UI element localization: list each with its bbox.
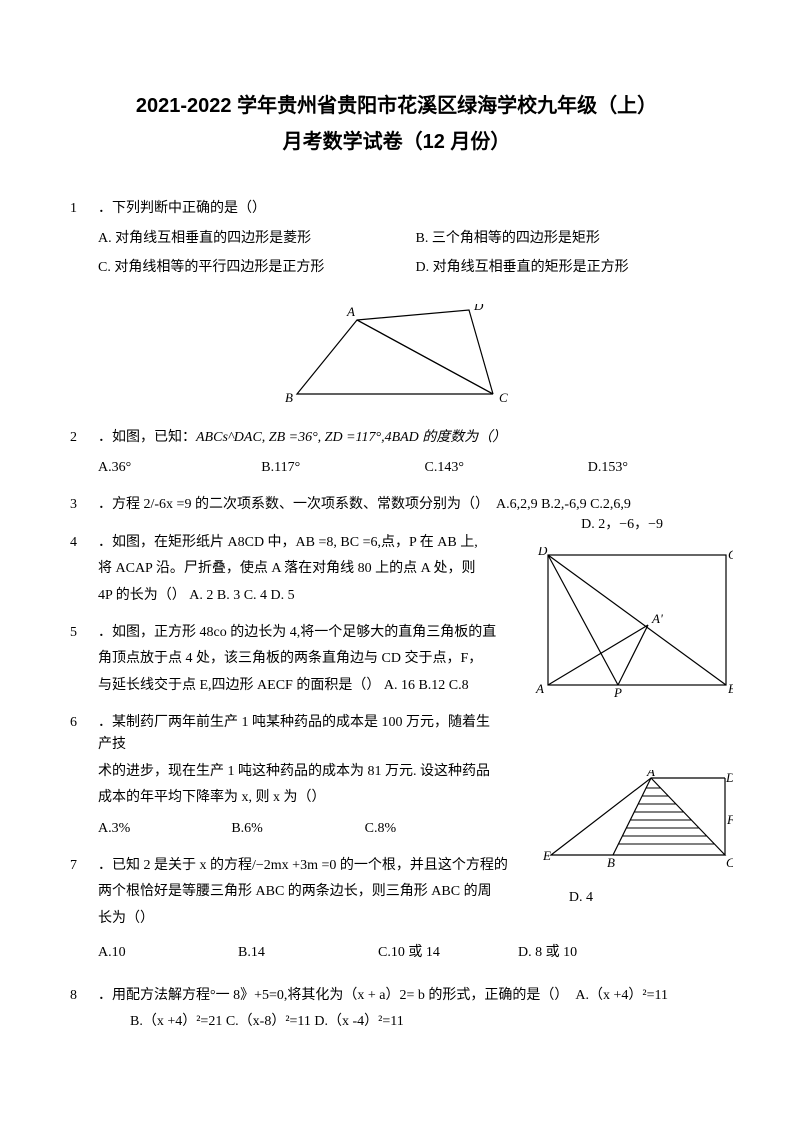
svg-text:D: D — [473, 304, 484, 313]
q8-opt-a: A.（x +4）²=11 — [575, 988, 668, 1003]
q3-num: 3 — [70, 494, 98, 516]
svg-text:A': A' — [651, 611, 663, 626]
q2-stem-mid: ABCs^DAC, ZB =36°, ZD =117°,4BAD 的度数为（） — [196, 430, 506, 445]
question-7: 7 ．已知 2 是关于 x 的方程/−2mx +3m =0 的一个根，并且这个方… — [70, 855, 510, 965]
svg-text:E: E — [543, 848, 551, 863]
title-line1: 2021-2022 学年贵州省贵阳市花溪区绿海学校九年级（上） — [70, 90, 723, 122]
q8-stem: ．用配方法解方程°一 8》+5=0,将其化为（x + a）2= b 的形式，正确… — [98, 985, 723, 1007]
q1-stem: ．下列判断中正确的是（） — [98, 198, 723, 220]
q5-figure: D C B A A' P — [518, 547, 733, 697]
q2-figure-wrap: A B C D — [70, 304, 723, 422]
q3-opt-a: A.6,2,9 — [496, 497, 538, 512]
q7-figure: A D E B C F — [543, 770, 733, 870]
svg-text:A: A — [646, 770, 655, 779]
q7-num: 7 — [70, 855, 98, 877]
q5-line2: 角顶点放于点 4 处，该三角板的两条直角边与 CD 交于点，F， — [98, 648, 500, 670]
q8-num: 8 — [70, 985, 98, 1007]
q7-line3: 长为（） — [98, 908, 510, 930]
question-4: 4 ．如图，在矩形纸片 A8CD 中，AB =8, BC =6,点，P 在 AB… — [70, 532, 490, 607]
q5-stem: ．如图，正方形 48co 的边长为 4,将一个足够大的直角三角板的直 — [98, 622, 500, 644]
svg-text:C: C — [728, 547, 733, 562]
q1-num: 1 — [70, 198, 98, 220]
q6-opt-a: A.3% — [98, 818, 231, 840]
question-8: 8 ．用配方法解方程°一 8》+5=0,将其化为（x + a）2= b 的形式，… — [70, 985, 723, 1034]
q5-line3: 与延长线交于点 E,四边形 AECF 的面积是（） A. 16 B.12 C.8 — [98, 675, 500, 697]
q6-line3: 成本的年平均下降率为 x, 则 x 为（） — [98, 787, 500, 809]
q4-num: 4 — [70, 532, 98, 554]
q2-opt-a: A.36° — [98, 457, 261, 479]
q2-stem: ．如图，已知：ABCs^DAC, ZB =36°, ZD =117°,4BAD … — [98, 427, 723, 449]
q1-opt-a: A. 对角线互相垂直的四边形是菱形 — [98, 228, 406, 250]
q6-opt-d: D. 4 — [569, 887, 593, 909]
q3-stem-text: ．方程 2/-6x =9 的二次项系数、一次项系数、常数项分别为（） — [98, 497, 489, 512]
q5-num: 5 — [70, 622, 98, 644]
q3-opt-c: C.2,6,9 — [590, 497, 631, 512]
svg-text:A: A — [535, 681, 544, 696]
svg-text:D: D — [537, 547, 548, 558]
q6-opt-b: B.6% — [231, 818, 364, 840]
q3-opt-b: B.2,-6,9 — [541, 497, 587, 512]
q7-opt-d: D. 8 或 10 — [518, 942, 658, 964]
q2-opt-b: B.117° — [261, 457, 424, 479]
q1-opt-b: B. 三个角相等的四边形是矩形 — [416, 228, 724, 250]
svg-text:B: B — [285, 390, 293, 405]
q7-line2: 两个根恰好是等腰三角形 ABC 的两条边长，则三角形 ABC 的周 — [98, 881, 510, 903]
q8-opt-c: C.（x-8）²=11 — [226, 1014, 311, 1029]
q3-opt-d: D. 2，−6，−9 — [581, 514, 663, 536]
svg-text:C: C — [499, 390, 508, 405]
svg-text:B: B — [607, 855, 615, 870]
q8-stem-text: ．用配方法解方程°一 8》+5=0,将其化为（x + a）2= b 的形式，正确… — [98, 988, 568, 1003]
svg-text:F: F — [726, 812, 733, 827]
q2-opt-d: D.153° — [588, 457, 751, 479]
svg-text:B: B — [728, 681, 733, 696]
question-6: 6 ．某制药厂两年前生产 1 吨某种药品的成本是 100 万元，随着生产技 术的… — [70, 712, 500, 840]
q2-opt-c: C.143° — [425, 457, 588, 479]
q7-opt-a: A.10 — [98, 942, 238, 964]
q2-figure: A B C D — [277, 304, 517, 414]
q7-figure-wrap: A D E B C F — [543, 770, 733, 878]
q1-opt-c: C. 对角线相等的平行四边形是正方形 — [98, 257, 406, 279]
q4-stem: ．如图，在矩形纸片 A8CD 中，AB =8, BC =6,点，P 在 AB 上… — [98, 532, 490, 554]
q4-line2: 将 ACAP 沿。尸折叠，使点 A 落在对角线 80 上的点 A 处，则 — [98, 558, 490, 580]
q6-opt-c: C.8% — [365, 818, 498, 840]
q6-num: 6 — [70, 712, 98, 734]
svg-text:C: C — [726, 855, 733, 870]
q6-line2: 术的进步，现在生产 1 吨这种药品的成本为 81 万元. 设这种药品 — [98, 761, 500, 783]
title-line2: 月考数学试卷（12 月份） — [70, 126, 723, 158]
q7-opt-b: B.14 — [238, 942, 378, 964]
q8-opt-b: B.（x +4）²=21 — [130, 1014, 222, 1029]
q7-opt-c: C.10 或 14 — [378, 942, 518, 964]
q2-num: 2 — [70, 427, 98, 449]
svg-text:D: D — [725, 770, 733, 785]
q7-stem: ．已知 2 是关于 x 的方程/−2mx +3m =0 的一个根，并且这个方程的 — [98, 855, 510, 877]
q4-line3: 4P 的长为（） A. 2 B. 3 C. 4 D. 5 — [98, 585, 490, 607]
q2-stem-a: ．如图，已知： — [98, 430, 196, 445]
question-5: 5 ．如图，正方形 48co 的边长为 4,将一个足够大的直角三角板的直 角顶点… — [70, 622, 500, 697]
q8-opt-d: D.（x -4）²=11 — [314, 1014, 403, 1029]
q6-stem: ．某制药厂两年前生产 1 吨某种药品的成本是 100 万元，随着生产技 — [98, 712, 500, 757]
svg-text:P: P — [613, 685, 622, 697]
question-2: A B C D 2 ．如图，已知：ABCs^DAC, ZB =36°, ZD =… — [70, 304, 723, 479]
q1-opt-d: D. 对角线互相垂直的矩形是正方形 — [416, 257, 724, 279]
svg-text:A: A — [346, 304, 355, 319]
q5-figure-wrap: D C B A A' P — [518, 547, 733, 705]
question-1: 1 ．下列判断中正确的是（） A. 对角线互相垂直的四边形是菱形 B. 三个角相… — [70, 198, 723, 279]
